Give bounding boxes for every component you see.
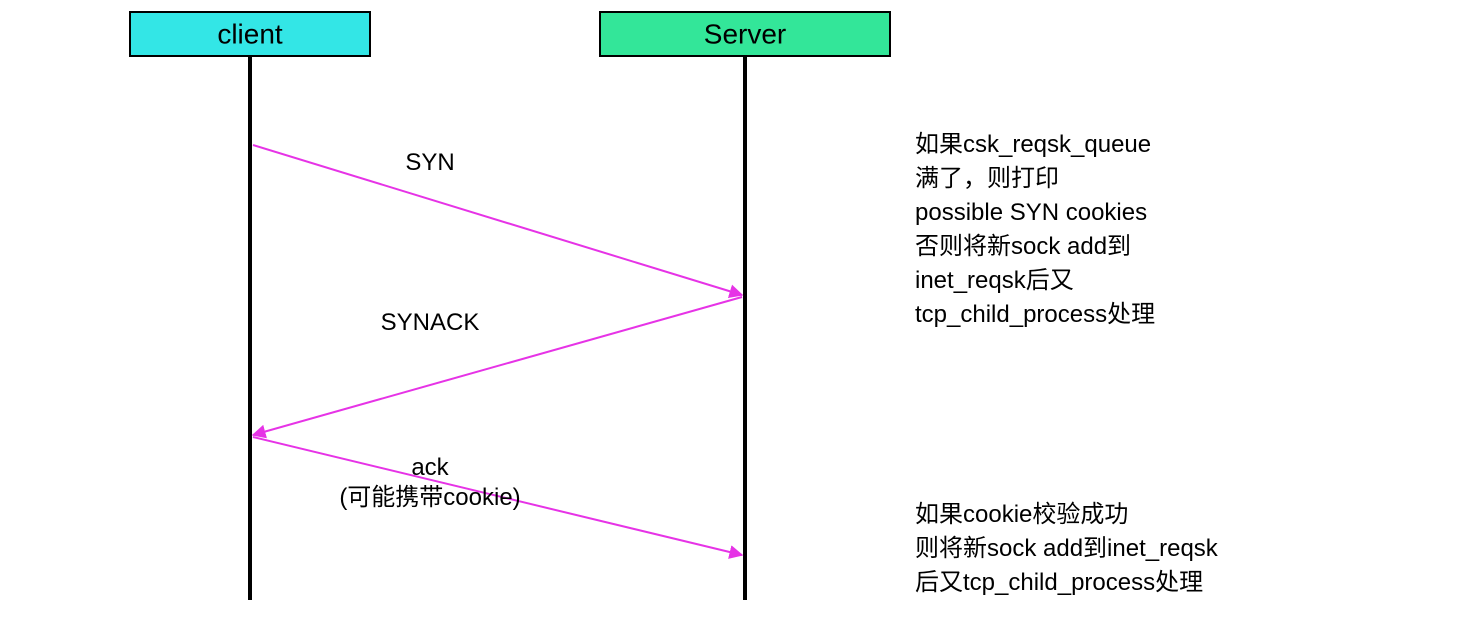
msg-arrow-syn (253, 145, 742, 295)
note-line: 如果csk_reqsk_queue (915, 131, 1151, 158)
msg-arrow-synack (253, 297, 742, 435)
msg-label-synack: SYNACK (381, 309, 480, 336)
note-line: 满了，则打印 (915, 165, 1059, 192)
note-line: 则将新sock add到inet_reqsk (915, 535, 1219, 562)
note-line: 如果cookie校验成功 (915, 501, 1128, 528)
msg-label-syn: SYN (405, 149, 454, 176)
note-line: possible SYN cookies (915, 199, 1147, 226)
server-label: Server (704, 18, 786, 49)
note-line: 后又tcp_child_process处理 (915, 569, 1203, 596)
msg-label2-ack: (可能携带cookie) (339, 484, 520, 511)
note-line: 否则将新sock add到 (915, 233, 1131, 260)
note-note1: 如果csk_reqsk_queue 满了，则打印 possible SYN cook… (915, 131, 1155, 328)
sequence-diagram: client Server SYN SYNACK ack (可能携带cookie) 如果cs… (0, 0, 1476, 634)
msg-label-ack: ack (411, 454, 449, 481)
client-label: client (217, 18, 283, 49)
note-note2: 如果cookie校验成功则将新sock add到inet_reqsk 后又tcp_… (915, 501, 1219, 596)
note-line: tcp_child_process处理 (915, 301, 1155, 328)
note-line: inet_reqsk后又 (915, 267, 1074, 294)
